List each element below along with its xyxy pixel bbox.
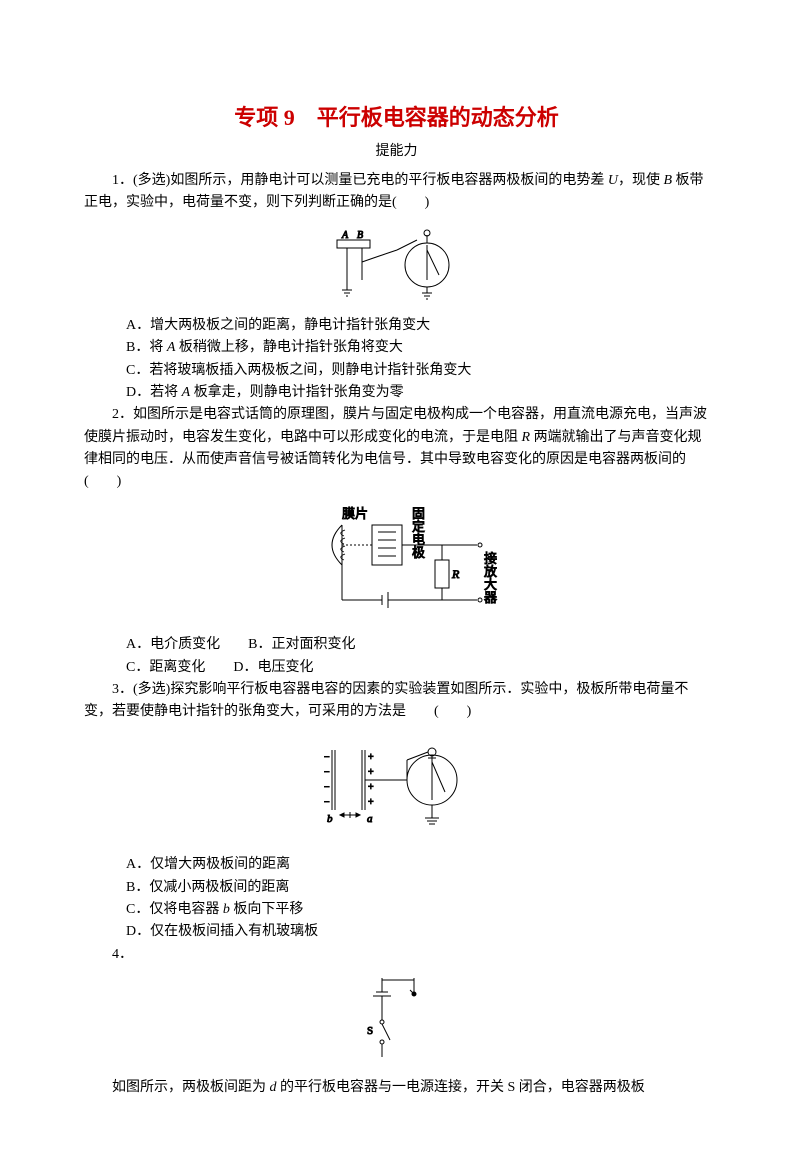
- q3-option-c: C．仅将电容器 b 板向下平移: [84, 899, 709, 921]
- q2-label-electrode: 固定电极: [412, 506, 425, 560]
- q1-option-b: B．将 A 板稍微上移，静电计指针张角将变大: [84, 337, 709, 359]
- svg-text:+: +: [368, 752, 374, 763]
- capacitor-electroscope-icon: − − − − b + + + + a: [302, 730, 492, 840]
- q2-options-ab: A．电介质变化 B．正对面积变化: [84, 634, 709, 656]
- electroscope-capacitor-icon: A B: [317, 220, 477, 300]
- svg-text:+: +: [368, 797, 374, 808]
- q1-figure: A B: [84, 220, 709, 308]
- q3-option-a: A．仅增大两极板间的距离: [84, 854, 709, 876]
- q3-option-b: B．仅减小两极板间的距离: [84, 877, 709, 899]
- q3-label-b: b: [327, 813, 333, 825]
- q4-stem: 4．: [84, 944, 709, 966]
- svg-text:B: B: [357, 230, 363, 241]
- document-page: 专项 9 平行板电容器的动态分析 提能力 1．(多选)如图所示，用静电计可以测量…: [0, 0, 793, 1149]
- q4-continuation: 如图所示，两极板间距为 d 的平行板电容器与一电源连接，开关 S 闭合，电容器两…: [84, 1077, 709, 1099]
- q2-label-r: R: [451, 567, 460, 581]
- q2-label-amplifier: 接放大器: [484, 551, 497, 605]
- q3-option-d: D．仅在极板间插入有机玻璃板: [84, 921, 709, 943]
- svg-text:−: −: [324, 767, 330, 778]
- svg-text:−: −: [324, 752, 330, 763]
- svg-text:−: −: [324, 782, 330, 793]
- q2-stem: 2．如图所示是电容式话筒的原理图，膜片与固定电极构成一个电容器，用直流电源充电，…: [84, 404, 709, 494]
- svg-text:+: +: [368, 767, 374, 778]
- q4-label-s: S: [367, 1025, 373, 1037]
- q3-figure: − − − − b + + + + a: [84, 730, 709, 848]
- q3-label-a: a: [367, 813, 373, 825]
- microphone-circuit-icon: 膜片 固定电极 R: [282, 500, 512, 620]
- q1-option-c: C．若将玻璃板插入两极板之间，则静电计指针张角变大: [84, 360, 709, 382]
- q1-option-a: A．增大两极板之间的距离，静电计指针张角变大: [84, 315, 709, 337]
- switch-circuit-icon: S: [352, 972, 442, 1062]
- q2-figure: 膜片 固定电极 R: [84, 500, 709, 628]
- page-subtitle: 提能力: [84, 141, 709, 163]
- q1-stem: 1．(多选)如图所示，用静电计可以测量已充电的平行板电容器两极板间的电势差 U，…: [84, 170, 709, 215]
- q1-option-d: D．若将 A 板拿走，则静电计指针张角变为零: [84, 382, 709, 404]
- q2-options-cd: C．距离变化 D．电压变化: [84, 657, 709, 679]
- svg-text:−: −: [324, 797, 330, 808]
- q4-figure: S: [84, 972, 709, 1070]
- svg-text:+: +: [368, 782, 374, 793]
- q2-label-membrane: 膜片: [342, 506, 368, 521]
- page-title: 专项 9 平行板电容器的动态分析: [84, 100, 709, 135]
- svg-text:A: A: [341, 230, 349, 241]
- q3-stem: 3．(多选)探究影响平行板电容器电容的因素的实验装置如图所示．实验中，极板所带电…: [84, 679, 709, 724]
